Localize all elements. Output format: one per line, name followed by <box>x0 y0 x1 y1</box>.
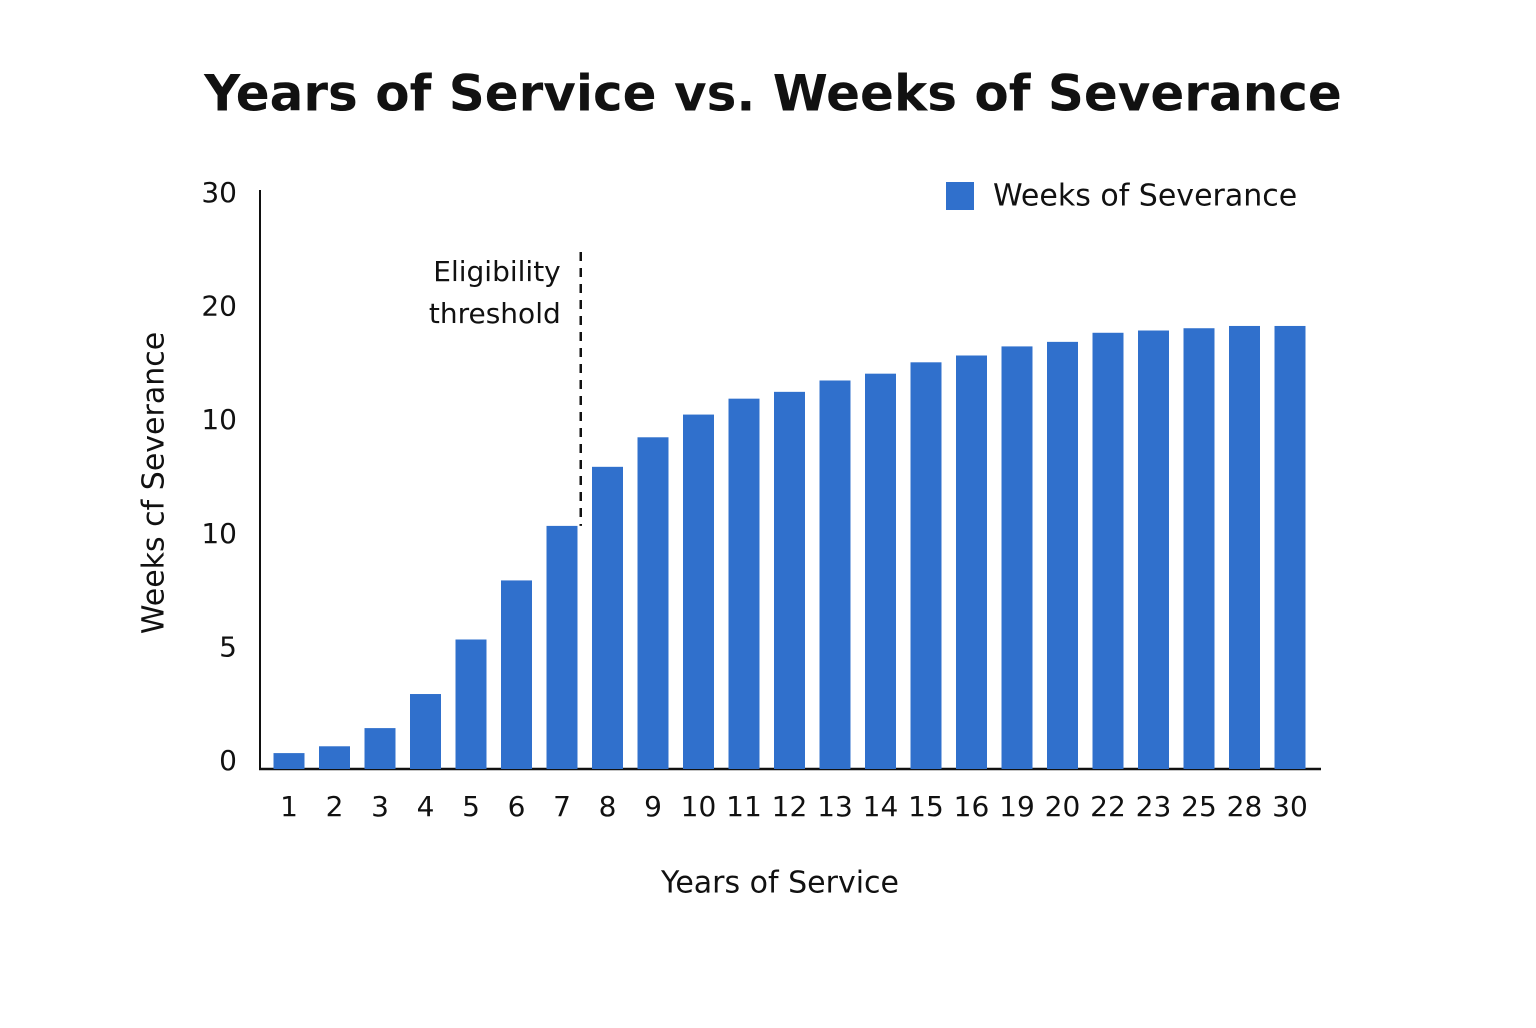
x-tick-label: 12 <box>772 790 808 823</box>
x-tick-label: 11 <box>726 790 762 823</box>
x-tick-label: 15 <box>908 790 944 823</box>
legend-label: Weeks of Severance <box>993 179 1297 214</box>
y-axis-label: Weeks cf Severance <box>137 332 172 634</box>
y-tick-label: 10 <box>201 403 237 436</box>
bar <box>1183 328 1215 769</box>
x-tick-label: 2 <box>326 790 344 823</box>
y-tick-label: 0 <box>219 744 237 777</box>
bar <box>1001 346 1033 769</box>
bar <box>546 525 578 769</box>
bar <box>774 391 805 769</box>
bar <box>819 380 851 769</box>
bar <box>683 414 714 769</box>
x-tick-label: 10 <box>681 790 717 823</box>
x-tick-label: 3 <box>371 790 389 823</box>
bar <box>364 728 396 769</box>
annotation: threshold <box>429 297 561 330</box>
chart-title: Years of Service vs. Weeks of Severance <box>203 65 1342 123</box>
x-tick-label: 22 <box>1090 790 1126 823</box>
bar <box>455 639 487 769</box>
bar <box>1138 330 1169 769</box>
x-tick-label: 5 <box>462 790 480 823</box>
y-tick-label: 5 <box>219 630 237 663</box>
x-tick-label: 23 <box>1136 790 1172 823</box>
x-tick-label: 20 <box>1045 790 1081 823</box>
bar <box>865 373 896 769</box>
x-tick-label: 6 <box>508 790 526 823</box>
x-tick-label: 19 <box>999 790 1035 823</box>
annotation: Eligibility <box>433 255 560 288</box>
bar <box>1274 325 1306 769</box>
x-tick-label: 1 <box>280 790 298 823</box>
x-tick-label: 8 <box>599 790 617 823</box>
x-tick-label: 14 <box>863 790 899 823</box>
bar <box>410 694 441 769</box>
bar <box>637 437 669 769</box>
bar <box>592 466 623 769</box>
bar <box>1092 332 1124 769</box>
x-tick-label: 16 <box>954 790 990 823</box>
legend-swatch <box>946 182 974 210</box>
bar <box>1229 325 1260 769</box>
bar <box>319 746 350 769</box>
y-tick-label: 30 <box>201 176 237 209</box>
y-tick-label: 10 <box>201 517 237 550</box>
x-tick-label: 7 <box>553 790 571 823</box>
bar <box>728 398 760 769</box>
x-tick-label: 4 <box>417 790 435 823</box>
bar <box>273 753 305 769</box>
x-tick-label: 9 <box>644 790 662 823</box>
y-tick-label: 20 <box>201 290 237 323</box>
x-axis-label: Years of Service <box>660 866 899 901</box>
bar <box>1047 341 1078 769</box>
x-tick-label: 25 <box>1181 790 1217 823</box>
bar <box>910 362 942 769</box>
bar <box>956 355 987 769</box>
x-tick-label: 30 <box>1272 790 1308 823</box>
x-tick-label: 13 <box>817 790 853 823</box>
x-tick-label: 28 <box>1227 790 1263 823</box>
bar <box>501 580 532 769</box>
